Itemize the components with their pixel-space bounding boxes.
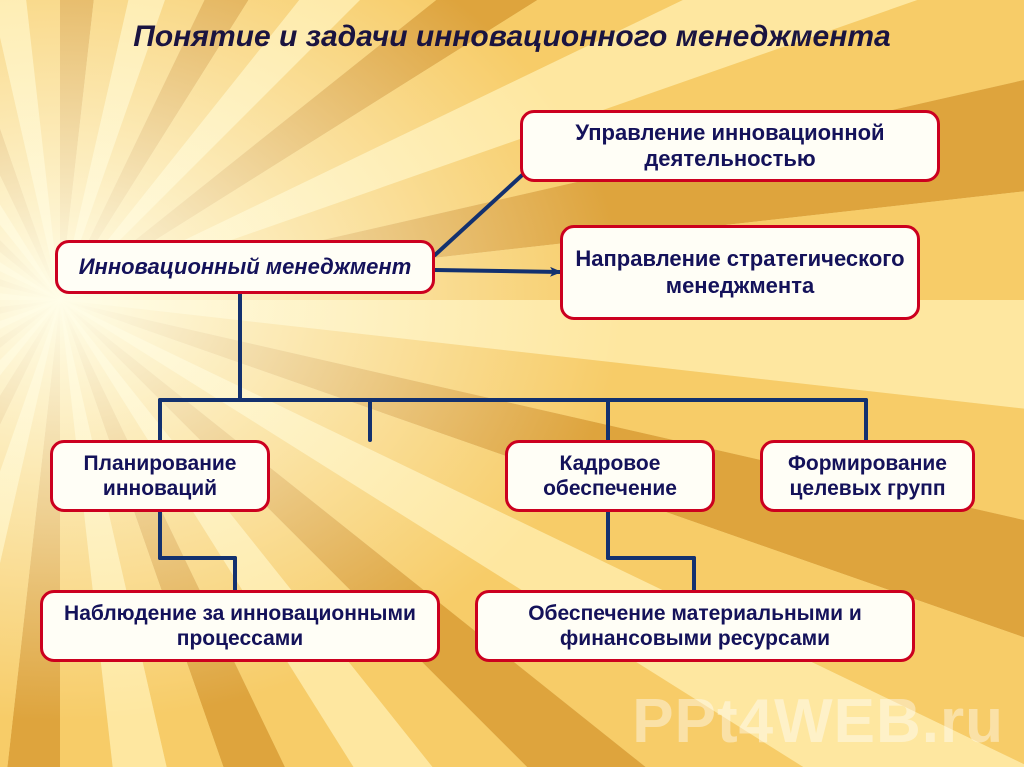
- node-label: Направление стратегического менеджмента: [573, 246, 907, 299]
- slide-title: Понятие и задачи инновационного менеджме…: [0, 18, 1024, 56]
- node-resources: Обеспечение материальными и финансовыми …: [475, 590, 915, 662]
- node-direction: Направление стратегического менеджмента: [560, 225, 920, 320]
- node-label: Кадровое обеспечение: [518, 451, 702, 501]
- node-formation: Формирование целевых групп: [760, 440, 975, 512]
- node-label: Управление инновационной деятельностью: [533, 120, 927, 173]
- diagram-stage: Понятие и задачи инновационного менеджме…: [0, 0, 1024, 767]
- node-planning: Планирование инноваций: [50, 440, 270, 512]
- node-label: Наблюдение за инновационными процессами: [53, 601, 427, 651]
- node-observation: Наблюдение за инновационными процессами: [40, 590, 440, 662]
- node-personnel: Кадровое обеспечение: [505, 440, 715, 512]
- node-main: Инновационный менеджмент: [55, 240, 435, 294]
- node-label: Формирование целевых групп: [773, 451, 962, 501]
- node-label: Инновационный менеджмент: [79, 254, 412, 280]
- node-label: Планирование инноваций: [63, 451, 257, 501]
- node-management: Управление инновационной деятельностью: [520, 110, 940, 182]
- watermark: PPt4WEB.ru: [632, 686, 1004, 757]
- node-label: Обеспечение материальными и финансовыми …: [488, 601, 902, 651]
